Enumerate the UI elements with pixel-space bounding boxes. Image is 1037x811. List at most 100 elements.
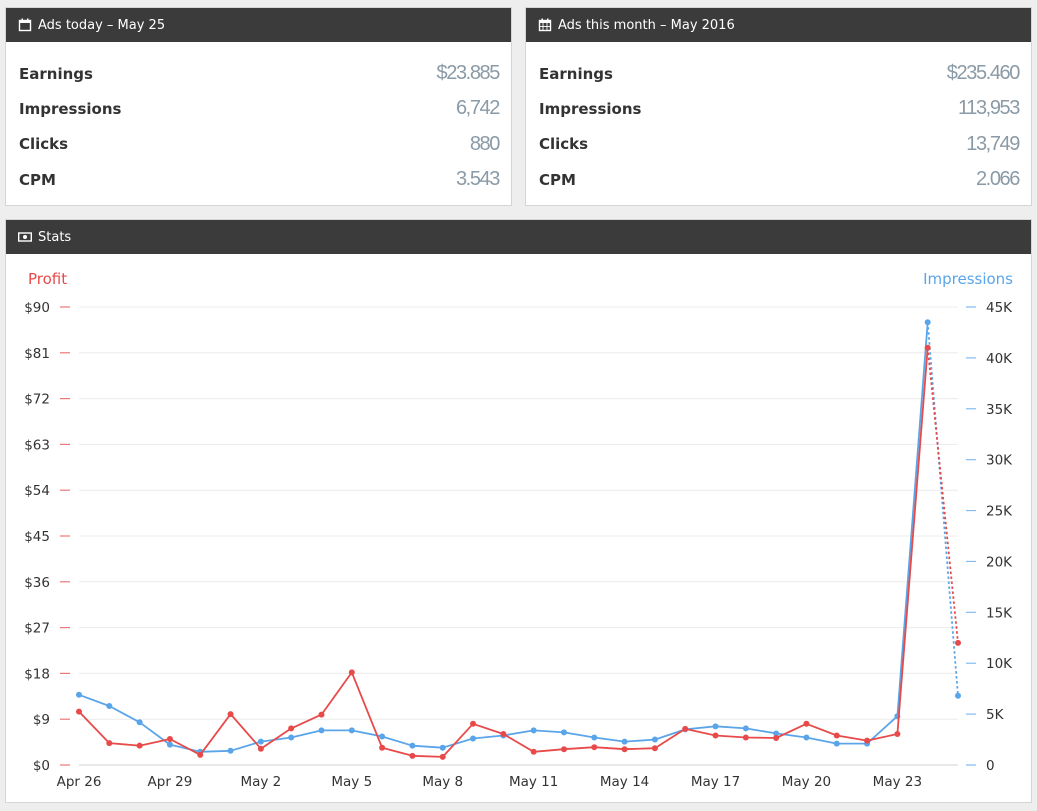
data-point-impressions xyxy=(833,740,840,747)
y-right-tick-label: 35K xyxy=(986,402,1013,418)
series-line-impressions xyxy=(78,322,929,753)
stats-chart: $0 $9 $18 $27 $36 $45 $54 $63 $72 $81 $90 0 5K 10K 15K… xyxy=(24,270,1013,790)
y-right-tick-label: 20K xyxy=(986,554,1013,570)
data-point-profit xyxy=(106,740,113,747)
panel-title: Stats xyxy=(38,229,72,245)
data-point-impressions xyxy=(257,738,264,745)
y-right-tick-label: 0 xyxy=(986,758,995,774)
data-point-impressions xyxy=(106,702,113,709)
data-point-profit xyxy=(470,720,477,727)
data-point-impressions xyxy=(651,736,658,743)
data-point-profit xyxy=(500,730,507,737)
x-tick-label: May 14 xyxy=(600,774,649,790)
data-point-impressions xyxy=(439,744,446,751)
data-point-profit xyxy=(894,730,901,737)
stats-panel: Stats $0 $9 $18 $27 $36 $45 $54 $63 $72 $81 $90 0 5K… xyxy=(5,219,1032,803)
data-point-impressions xyxy=(379,733,386,740)
stat-value: 2.066 xyxy=(975,168,1020,191)
y-right-title: Impressions xyxy=(923,270,1013,288)
data-point-impressions xyxy=(288,734,295,741)
data-point-profit xyxy=(379,744,386,751)
stat-label: Clicks xyxy=(539,135,589,154)
panel-title: Ads this month – May 2016 xyxy=(558,17,735,33)
stat-value: 13,749 xyxy=(966,132,1020,155)
data-point-impressions xyxy=(409,742,416,749)
series-projection-impressions xyxy=(926,322,959,696)
calendar-icon xyxy=(18,18,32,32)
stat-row-cpm: CPM 2.066 xyxy=(539,162,1020,197)
data-point-impressions xyxy=(742,725,749,732)
stat-row-earnings: Earnings $235.460 xyxy=(539,56,1020,91)
ads-today-panel: Ads today – May 25 Earnings $23.885 Impre… xyxy=(5,7,512,206)
y-left-tick-label: $27 xyxy=(24,621,50,637)
stat-value: 880 xyxy=(469,132,501,155)
data-point-impressions xyxy=(712,723,719,730)
calendar-grid-icon xyxy=(538,18,552,32)
data-point-impressions xyxy=(136,719,143,726)
data-point-profit xyxy=(530,748,537,755)
data-point-profit xyxy=(76,708,82,715)
y-right-tick-label: 40K xyxy=(986,351,1013,367)
money-icon xyxy=(18,230,32,244)
data-point-impressions xyxy=(621,738,628,745)
y-left-tick-label: $18 xyxy=(24,666,50,682)
stat-label: Earnings xyxy=(539,64,613,83)
data-point-profit xyxy=(560,746,567,753)
stat-value: 3.543 xyxy=(455,168,500,191)
series-line-profit xyxy=(78,347,929,758)
data-point-profit xyxy=(257,745,264,752)
data-point-profit xyxy=(864,737,871,744)
y-left-tick-label: $9 xyxy=(33,712,50,728)
x-tick-label: Apr 26 xyxy=(57,774,102,790)
data-point-impressions xyxy=(318,727,325,734)
data-point-impressions xyxy=(955,692,961,699)
ads-today-header: Ads today – May 25 xyxy=(6,8,511,42)
y-right-tick-label: 5K xyxy=(986,707,1005,723)
x-tick-label: May 11 xyxy=(509,774,558,790)
stat-label: Impressions xyxy=(539,99,642,118)
stat-row-earnings: Earnings $23.885 xyxy=(19,56,500,91)
data-point-profit xyxy=(803,720,810,727)
ads-month-panel: Ads this month – May 2016 Earnings $235.4… xyxy=(525,7,1032,206)
data-point-profit xyxy=(318,711,325,718)
panel-title: Ads today – May 25 xyxy=(38,17,166,33)
stat-value: 113,953 xyxy=(957,97,1020,120)
data-point-profit xyxy=(409,752,416,759)
ads-month-header: Ads this month – May 2016 xyxy=(526,8,1031,42)
data-point-profit xyxy=(288,725,295,732)
y-left-tick-label: $45 xyxy=(24,529,50,545)
x-tick-label: May 17 xyxy=(691,774,740,790)
data-point-impressions xyxy=(803,734,810,741)
y-left-tick-label: $0 xyxy=(33,758,50,774)
data-point-impressions xyxy=(166,741,173,748)
data-point-impressions xyxy=(76,691,82,698)
stat-label: CPM xyxy=(539,170,576,189)
y-left-tick-label: $63 xyxy=(24,437,50,453)
data-point-profit xyxy=(621,746,628,753)
data-point-impressions xyxy=(348,727,355,734)
data-point-impressions xyxy=(530,727,537,734)
y-left-title: Profit xyxy=(28,270,67,288)
x-tick-label: May 8 xyxy=(422,774,463,790)
stat-label: Clicks xyxy=(19,135,69,154)
x-tick-label: May 2 xyxy=(240,774,281,790)
data-point-impressions xyxy=(560,729,567,736)
y-left-tick-label: $36 xyxy=(24,575,50,591)
stat-row-impressions: Impressions 6,742 xyxy=(19,91,500,126)
y-right-tick-label: 45K xyxy=(986,300,1013,316)
data-point-profit xyxy=(833,732,840,739)
data-point-impressions xyxy=(227,747,234,754)
series-projection-profit xyxy=(926,347,959,643)
y-right-tick-label: 10K xyxy=(986,656,1013,672)
y-left-tick-label: $81 xyxy=(24,346,50,362)
data-point-profit xyxy=(348,669,355,676)
y-left-tick-label: $54 xyxy=(24,483,50,499)
data-point-profit xyxy=(591,744,598,751)
y-right-tick-label: 30K xyxy=(986,453,1013,469)
stat-row-cpm: CPM 3.543 xyxy=(19,162,500,197)
data-point-profit xyxy=(197,751,204,758)
data-point-profit xyxy=(651,745,658,752)
stat-row-clicks: Clicks 13,749 xyxy=(539,127,1020,162)
data-point-profit xyxy=(742,734,749,741)
stat-row-clicks: Clicks 880 xyxy=(19,127,501,162)
